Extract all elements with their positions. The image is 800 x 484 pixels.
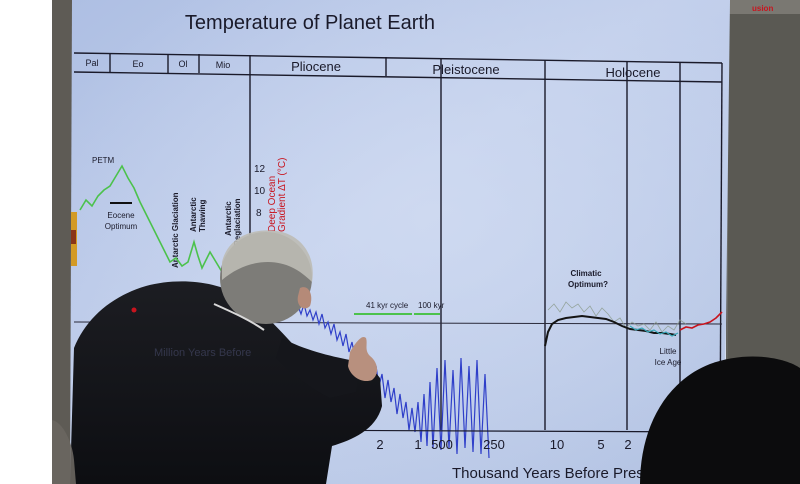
gradient-axis-label: Gradient ΔT (°C) (277, 158, 288, 232)
antarctic-thawing-label: Antarctic (189, 197, 198, 232)
x-tick-label: 500 (431, 437, 453, 452)
eocene-optimum-label: Eocene (107, 211, 135, 220)
projector-bezel (726, 0, 800, 14)
foreground-blur-object (52, 420, 76, 484)
antarctic-thawing-label: Thawing (198, 199, 207, 232)
presenter-body (70, 281, 382, 484)
instrumental-record-curve (679, 311, 723, 331)
presenter-arm (276, 338, 360, 398)
x-tick-label: 10 (550, 437, 564, 452)
climatic-optimum-label: Optimum? (568, 280, 608, 289)
eocene-optimum-label: Optimum (105, 222, 138, 231)
epoch-label: Holocene (606, 65, 661, 80)
epoch-label: Pal (85, 58, 98, 68)
presenter-hand (348, 336, 378, 382)
screen-edge-marker-dark (71, 230, 76, 244)
epoch-label: Pleistocene (432, 62, 499, 77)
pliocene-pleistocene-curve (297, 301, 490, 459)
x-tick-label: 1 (414, 437, 421, 452)
cycle-41-label: 41 kyr cycle (366, 301, 409, 310)
petm-label: PETM (92, 156, 115, 165)
foreground-audience-head (640, 356, 800, 484)
cycle-100-label: 100 kyr (418, 301, 445, 310)
epoch-label: Pliocene (291, 59, 341, 74)
holocene-proxy-spread (547, 301, 687, 333)
antarctic-reglaciation-label: Antarctic (224, 201, 233, 236)
epoch-label: Ol (179, 59, 188, 69)
presenter-hair (222, 230, 313, 282)
presenter-ear (297, 287, 312, 309)
climatic-optimum-label: Climatic (570, 269, 602, 278)
jacket-pin (131, 307, 137, 313)
y-tick-label: 10 (254, 186, 266, 197)
little-ice-age-label: Ice Age (655, 358, 682, 367)
little-ice-age-label: Little (660, 347, 677, 356)
x-tick-label: 5 (597, 437, 604, 452)
presenter-collar (213, 303, 265, 331)
presenter-silhouette: Million Years Before (70, 230, 382, 484)
epoch-label: Mio (216, 60, 231, 70)
x-tick-label: 2 (376, 437, 383, 452)
little-ice-age-curve (629, 325, 679, 337)
y-tick-label: 8 (256, 208, 262, 219)
antarctic-glaciation-label: Antarctic Glaciation (171, 192, 180, 268)
holocene-mean-curve (544, 314, 677, 347)
projector-brand: usion (752, 4, 773, 13)
epoch-label: Eo (132, 59, 143, 69)
paleocene-eocene-curve (79, 164, 247, 279)
x-axis-label: Thousand Years Before Prese (452, 465, 652, 482)
x-tick-label: 2 (624, 437, 631, 452)
x-tick-label: 250 (483, 437, 505, 452)
deep-ocean-axis-label: Deep Ocean (267, 176, 278, 232)
jacket-reflection-text: Million Years Before (154, 347, 251, 359)
slide-title: Temperature of Planet Earth (185, 12, 435, 34)
y-tick-label: 12 (254, 164, 266, 175)
antarctic-reglaciation-label: Reglaciation (233, 198, 242, 246)
